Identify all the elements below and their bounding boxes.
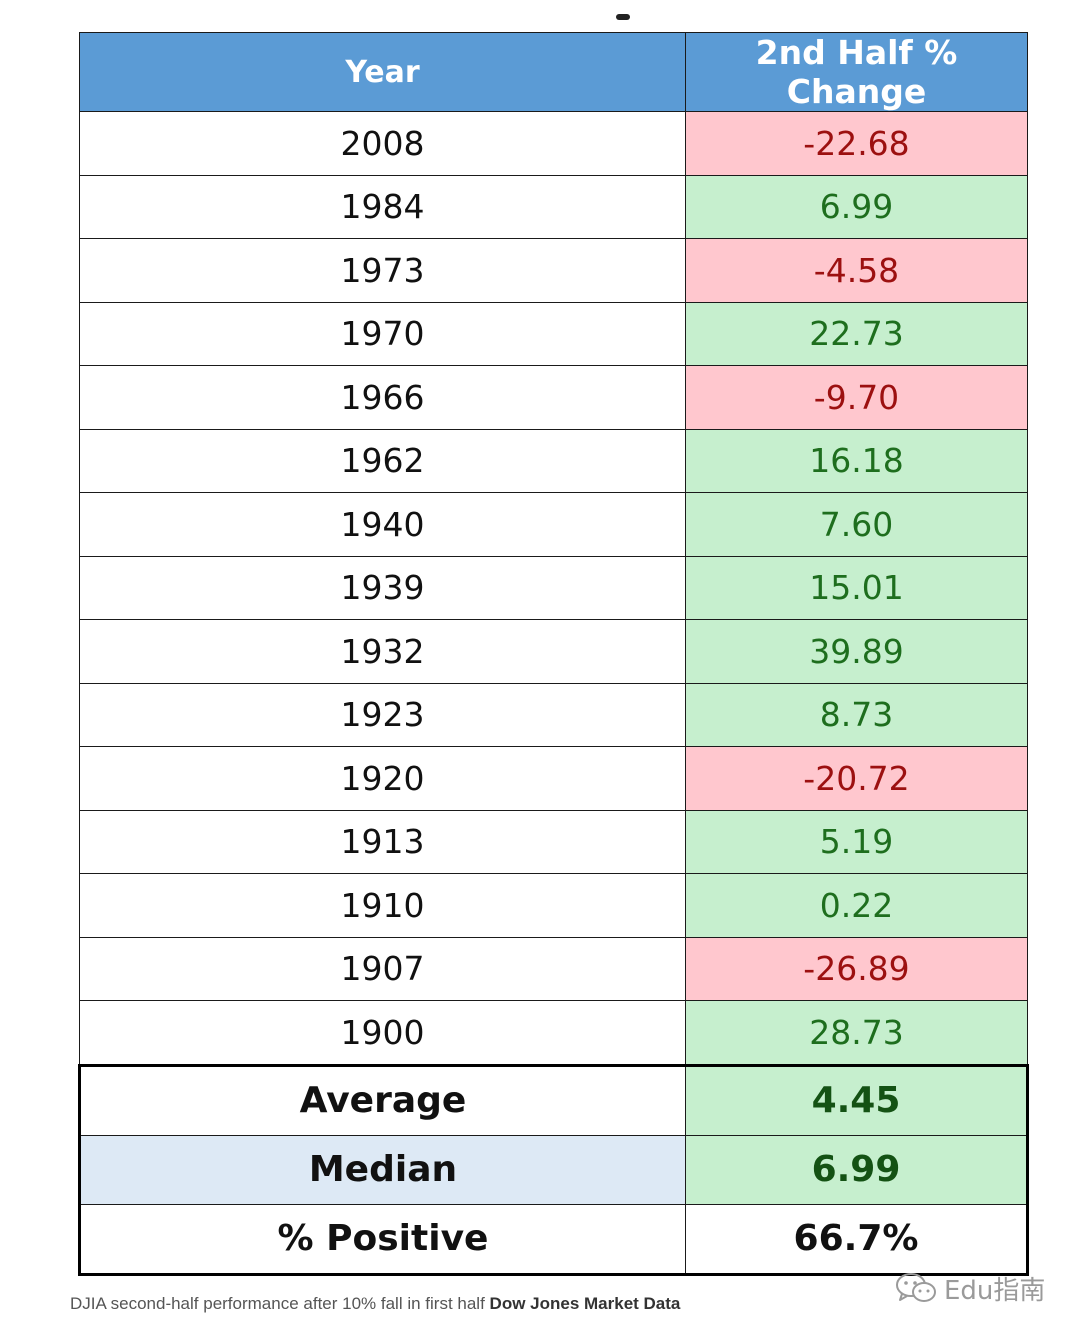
change-cell: 16.18 [685,428,1028,493]
year-cell: 1973 [79,238,686,303]
change-cell: -22.68 [685,111,1028,176]
table-row: 1984 6.99 [79,174,1028,239]
change-cell: -26.89 [685,936,1028,1001]
summary-value: 66.7% [685,1203,1029,1276]
change-cell: -4.58 [685,238,1028,303]
summary-label: Median [78,1134,686,1205]
change-cell: 39.89 [685,619,1028,684]
wechat-icon [894,1271,938,1305]
year-cell: 1984 [79,174,686,239]
change-cell: 0.22 [685,873,1028,938]
year-cell: 1920 [79,746,686,811]
watermark: Edu指南 [894,1270,1045,1306]
year-cell: 1940 [79,492,686,557]
table-row: 1939 15.01 [79,555,1028,620]
table-row: 1913 5.19 [79,809,1028,874]
table-row: 1932 39.89 [79,619,1028,684]
table-row: 1900 28.73 [79,1000,1028,1066]
summary-value: 4.45 [685,1063,1029,1136]
data-rows: 2008 -22.68 1984 6.99 1973 -4.58 1970 22.73 1966… [79,111,1028,1066]
summary-rows: Average 4.45 Median 6.99% Positive 66.7% [78,1063,1029,1276]
table-row: 1910 0.22 [79,873,1028,938]
median-row: Median 6.99 [78,1134,1029,1205]
change-cell: 22.73 [685,301,1028,366]
year-cell: 1932 [79,619,686,684]
watermark-text: Edu指南 [944,1275,1046,1306]
year-cell: 1962 [79,428,686,493]
year-cell: 1913 [79,809,686,874]
table-row: 2008 -22.68 [79,111,1028,176]
caption-text: DJIA second-half performance after 10% f… [70,1294,485,1313]
top-edge-mark [616,14,630,20]
percent-positive-row: % Positive 66.7% [78,1203,1029,1276]
year-column-header: Year [79,32,686,112]
table-row: 1923 8.73 [79,682,1028,747]
change-cell: 7.60 [685,492,1028,557]
table-row: 1966 -9.70 [79,365,1028,430]
change-cell: -9.70 [685,365,1028,430]
year-cell: 1970 [79,301,686,366]
header-row: Year 2nd Half % Change [79,32,1028,112]
change-column-header: 2nd Half % Change [685,32,1028,112]
summary-value: 6.99 [685,1134,1029,1205]
year-cell: 1907 [79,936,686,1001]
year-cell: 1900 [79,1000,686,1066]
year-cell: 1939 [79,555,686,620]
table-row: 1962 16.18 [79,428,1028,493]
change-cell: 5.19 [685,809,1028,874]
year-cell: 1910 [79,873,686,938]
year-cell: 1966 [79,365,686,430]
table-row: 1920 -20.72 [79,746,1028,811]
caption-source: Dow Jones Market Data [489,1294,681,1313]
table-row: 1907 -26.89 [79,936,1028,1001]
change-cell: -20.72 [685,746,1028,811]
table-row: 1973 -4.58 [79,238,1028,303]
average-row: Average 4.45 [78,1063,1029,1136]
performance-table: Year 2nd Half % Change 2008 -22.68 1984 6.9… [78,32,1029,1276]
summary-label: % Positive [78,1203,686,1276]
year-cell: 2008 [79,111,686,176]
summary-label: Average [78,1063,686,1136]
change-cell: 15.01 [685,555,1028,620]
year-cell: 1923 [79,682,686,747]
change-cell: 28.73 [685,1000,1028,1066]
change-cell: 6.99 [685,174,1028,239]
change-cell: 8.73 [685,682,1028,747]
table-row: 1970 22.73 [79,301,1028,366]
table-row: 1940 7.60 [79,492,1028,557]
figure-caption: DJIA second-half performance after 10% f… [70,1294,680,1314]
